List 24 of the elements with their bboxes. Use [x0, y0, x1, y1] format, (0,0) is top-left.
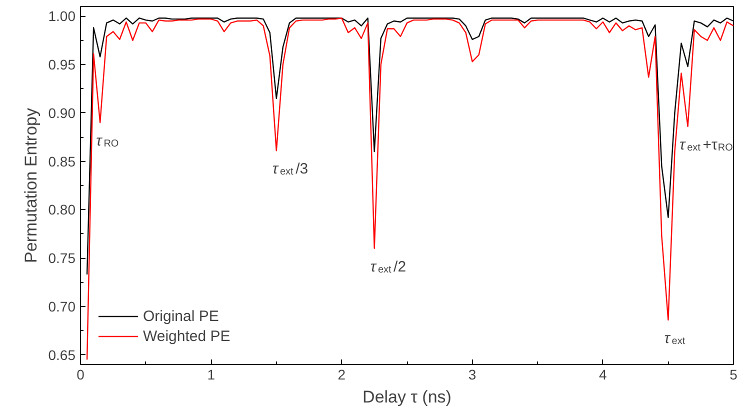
y-axis-title: Permutation Entropy — [21, 108, 40, 263]
y-tick-label: 0.75 — [48, 250, 76, 266]
annotation: τext — [664, 330, 686, 347]
x-tick-label: 2 — [338, 366, 346, 382]
x-tick-label: 4 — [599, 366, 608, 382]
annotation: τRO — [96, 132, 119, 150]
y-tick-label: 0.85 — [48, 153, 76, 170]
legend-label: Original PE — [143, 308, 219, 324]
x-tick-label: 5 — [730, 366, 738, 382]
y-tick-label: 0.95 — [48, 56, 76, 73]
y-tick-label: 0.70 — [48, 298, 76, 314]
y-tick-label: 0.90 — [48, 104, 76, 121]
x-tick-label: 0 — [76, 366, 85, 382]
y-tick-label: 0.65 — [48, 346, 76, 363]
legend-label: Weighted PE — [143, 328, 230, 344]
x-axis-title: Delay τ (ns) — [362, 388, 452, 406]
y-tick-label: 1.00 — [48, 8, 76, 24]
y-tick-label: 0.80 — [48, 202, 76, 218]
x-tick-label: 1 — [207, 366, 216, 382]
x-tick-label: 3 — [468, 366, 476, 382]
annotation: τext/3 — [272, 160, 308, 178]
annotation: τext+τRO — [679, 136, 734, 154]
line-series — [86, 18, 734, 360]
annotation: τext/2 — [370, 258, 406, 276]
